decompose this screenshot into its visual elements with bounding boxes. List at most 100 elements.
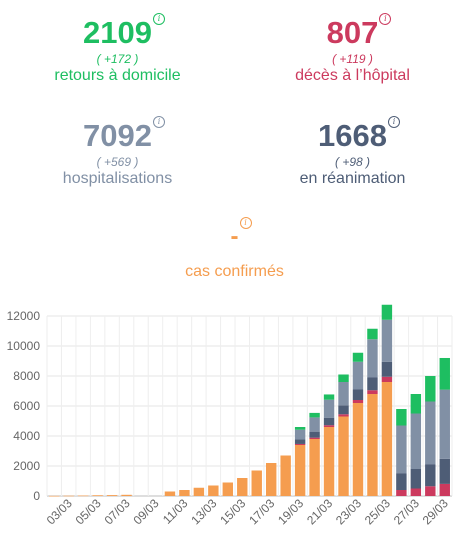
bar-segment xyxy=(367,377,378,391)
bar-segment xyxy=(77,495,89,497)
bar-segment xyxy=(265,463,277,496)
bar-segment xyxy=(410,394,422,414)
info-icon[interactable]: i xyxy=(152,116,165,128)
info-icon[interactable]: i xyxy=(387,116,400,128)
stat-deces-value: 807 i xyxy=(327,13,392,50)
bar-segment xyxy=(222,482,234,496)
bar-segment xyxy=(294,445,306,496)
bar-segment xyxy=(410,413,422,469)
bar-segment xyxy=(381,304,393,320)
y-tick-label: 10000 xyxy=(7,339,41,353)
x-tick-label: 05/03 xyxy=(73,496,104,527)
bar-segment xyxy=(294,429,306,440)
bar-segment xyxy=(280,455,291,496)
bar-segment xyxy=(439,389,450,459)
bar-segment xyxy=(425,464,436,487)
bar-segment xyxy=(323,399,335,418)
y-tick-label: 2000 xyxy=(13,459,40,473)
y-tick-label: 4000 xyxy=(13,429,40,443)
bar-segment xyxy=(251,470,262,496)
bar-segment xyxy=(294,443,306,445)
bar-segment xyxy=(309,437,320,439)
stat-reanimation-delta: ( +98 ) xyxy=(334,155,370,169)
bar-segment xyxy=(294,427,306,430)
bar-segment xyxy=(338,416,349,496)
bar-segment xyxy=(179,490,190,496)
bar-segment xyxy=(338,382,349,406)
x-tick-label: 21/03 xyxy=(304,496,335,527)
stat-retours-value: 2109 i xyxy=(83,13,165,50)
info-icon[interactable]: i xyxy=(239,217,252,229)
x-tick-label: 17/03 xyxy=(246,496,277,527)
x-tick-label: 15/03 xyxy=(217,496,248,527)
info-icon[interactable]: i xyxy=(152,13,165,25)
stat-hospitalisations: 7092 i ( +569 ) hospitalisations xyxy=(0,116,235,188)
bar-segment xyxy=(352,403,364,496)
bar-segment xyxy=(237,478,248,496)
bar-segment xyxy=(425,401,436,465)
bar-segment xyxy=(338,414,349,417)
bar-segment xyxy=(396,425,407,474)
bar-segment xyxy=(396,409,407,426)
bar-segment xyxy=(425,486,436,496)
stat-reanimation: 1668 i ( +98 ) en réanimation xyxy=(235,116,470,188)
bar-segment xyxy=(367,390,378,394)
bar-segment xyxy=(164,491,176,496)
bar-segment xyxy=(396,490,407,496)
stat-reanimation-value: 1668 i xyxy=(318,116,400,153)
bar-segment xyxy=(106,495,118,496)
bar-segment xyxy=(338,405,349,415)
bar-segment xyxy=(193,487,205,496)
stat-retours-label: retours à domicile xyxy=(54,67,181,84)
bar-segment xyxy=(396,473,407,490)
bar-segment xyxy=(323,394,335,400)
info-icon[interactable]: i xyxy=(379,13,392,25)
bar-segment xyxy=(63,495,74,497)
bar-segment xyxy=(439,458,450,484)
bar-segment xyxy=(439,483,450,496)
bar-segment xyxy=(352,400,364,403)
bar-segment xyxy=(49,495,60,497)
bar-segment xyxy=(309,417,320,432)
stat-retours: 2109 i ( +172 ) retours à domicile xyxy=(0,13,235,85)
bar-segment xyxy=(309,439,320,496)
x-tick-label: 09/03 xyxy=(130,496,161,527)
bar-segment xyxy=(439,357,450,390)
bar-segment xyxy=(381,361,393,377)
stat-deces-delta: ( +119 ) xyxy=(332,52,373,66)
bar-segment xyxy=(92,495,103,496)
stat-reanimation-label: en réanimation xyxy=(299,170,406,187)
bar-segment xyxy=(381,382,393,496)
bar-segment xyxy=(323,427,335,496)
bar-segment xyxy=(352,352,364,362)
x-tick-label: 25/03 xyxy=(362,496,393,527)
x-tick-label: 13/03 xyxy=(188,496,219,527)
y-tick-label: 8000 xyxy=(13,369,40,383)
bar-segment xyxy=(410,488,422,496)
x-tick-label: 27/03 xyxy=(391,496,422,527)
bar-segment xyxy=(309,431,320,438)
bar-segment xyxy=(367,394,378,496)
bar-segment xyxy=(381,319,393,362)
bar-segment xyxy=(367,339,378,378)
y-tick-label: 0 xyxy=(33,489,40,503)
stat-cas-confirmes: -i cas confirmés xyxy=(117,217,352,281)
stat-hospitalisations-delta: ( +569 ) xyxy=(96,155,139,169)
bar-segment xyxy=(294,439,306,444)
bar-segment xyxy=(425,376,436,402)
stat-hospitalisations-label: hospitalisations xyxy=(62,170,173,187)
stat-retours-delta: ( +172 ) xyxy=(96,52,139,66)
bar-segment xyxy=(309,412,320,418)
stat-deces-label: décès à l’hôpital xyxy=(295,67,410,84)
bar-segment xyxy=(121,494,132,496)
stat-cas-label: cas confirmés xyxy=(185,263,284,280)
x-tick-label: 19/03 xyxy=(275,496,306,527)
y-tick-label: 6000 xyxy=(13,399,40,413)
x-tick-label: 03/03 xyxy=(44,496,75,527)
x-tick-label: 29/03 xyxy=(420,496,451,527)
stat-cas-value: -i xyxy=(231,217,252,254)
bar-segment xyxy=(352,361,364,390)
bar-segment xyxy=(352,389,364,400)
bar-segment xyxy=(410,469,422,489)
